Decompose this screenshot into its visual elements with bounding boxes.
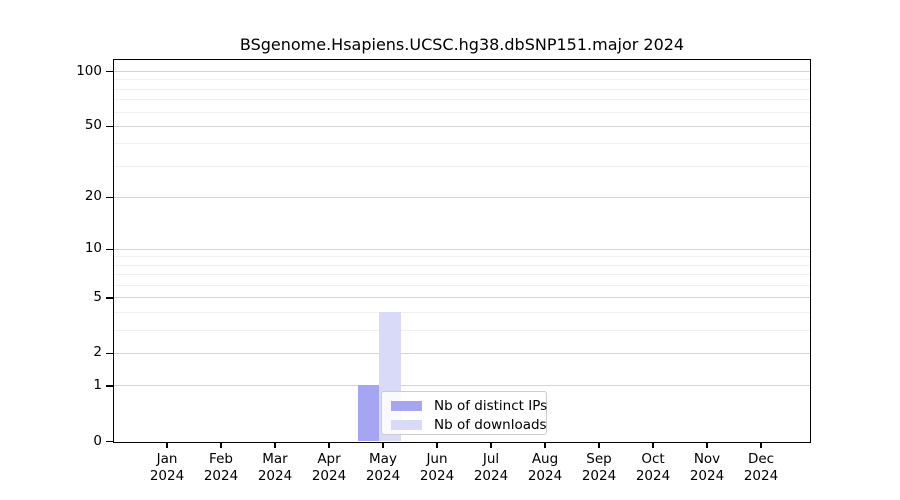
y-tick-label-100: 100 [76,62,102,79]
x-tick-label-may: May 2024 [356,451,410,484]
x-tick-label-year: 2024 [689,467,725,484]
minor-gridline-4 [113,312,810,313]
major-gridline-1 [113,385,810,387]
minor-gridline-80 [113,88,810,90]
minor-gridline-7 [113,274,810,276]
x-tick-label-month: Jan [156,451,178,467]
major-gridline-50 [113,125,810,127]
x-tick-label-year: 2024 [527,467,563,484]
x-tick-label-year: 2024 [419,467,455,484]
minor-gridline-70 [113,99,810,101]
y-tick-label-50: 50 [84,117,102,134]
minor-gridline-90 [113,79,810,81]
minor-gridline-9 [113,256,810,258]
x-tick-label-year: 2024 [311,467,347,484]
x-tick-label-oct: Oct 2024 [626,451,680,484]
x-tick-label-mar: Mar 2024 [248,451,302,484]
x-tick-label-month: Oct [641,451,665,467]
y-tick-mark-5 [105,297,113,299]
plot-area [112,59,811,443]
x-tick-mark-jan [166,441,168,448]
major-gridline-20 [113,196,810,198]
x-tick-label-month: Mar [262,451,288,467]
y-tick-label-20: 20 [84,188,102,205]
legend: Nb of distinct IPs Nb of downloads [381,391,547,435]
x-tick-label-month: Nov [693,451,721,467]
minor-gridline-8 [113,264,810,266]
x-tick-label-year: 2024 [203,467,239,484]
x-tick-label-aug: Aug 2024 [518,451,572,484]
y-tick-mark-0 [105,440,113,443]
x-tick-label-month: Sep [586,451,612,467]
x-tick-label-month: Apr [317,451,341,467]
x-tick-mark-feb [220,441,222,448]
minor-gridline-6 [113,285,810,287]
x-tick-label-year: 2024 [581,467,617,484]
x-tick-mark-jun [436,441,438,448]
x-tick-mark-jul [490,441,492,448]
y-tick-mark-1 [105,385,113,387]
x-tick-mark-oct [652,441,654,448]
x-tick-label-jul: Jul 2024 [464,451,518,484]
legend-swatch-nb-of-distinct-ips [391,401,422,411]
major-gridline-10 [113,248,810,250]
x-tick-label-dec: Dec 2024 [734,451,788,484]
legend-swatch-nb-of-downloads [391,420,422,430]
x-tick-label-jan: Jan 2024 [140,451,194,484]
x-tick-mark-nov [706,441,708,448]
x-tick-mark-sep [598,441,600,448]
y-tick-label-2: 2 [93,344,102,361]
x-tick-mark-apr [328,441,330,448]
legend-label-nb-of-distinct-ips: Nb of distinct IPs [434,398,548,414]
y-tick-mark-2 [105,352,113,355]
x-tick-label-month: Jul [482,451,500,467]
x-tick-label-month: May [369,451,397,467]
x-tick-label-sep: Sep 2024 [572,451,626,484]
legend-row-nb-of-distinct-ips: Nb of distinct IPs [391,398,547,414]
y-tick-mark-50 [105,125,113,128]
x-tick-label-nov: Nov 2024 [680,451,734,484]
chart-title: BSgenome.Hsapiens.UCSC.hg38.dbSNP151.maj… [239,35,685,54]
x-tick-label-feb: Feb 2024 [194,451,248,484]
y-tick-mark-20 [105,196,113,199]
x-tick-label-month: Feb [209,451,233,467]
x-tick-label-jun: Jun 2024 [410,451,464,484]
y-tick-mark-100 [105,70,113,73]
x-tick-label-year: 2024 [365,467,401,484]
x-tick-label-month: Jun [426,451,448,467]
x-tick-label-year: 2024 [149,467,185,484]
minor-gridline-30 [113,165,810,167]
x-tick-label-year: 2024 [743,467,779,484]
x-tick-label-month: Aug [531,451,559,467]
y-tick-mark-10 [105,248,113,251]
y-tick-label-10: 10 [84,240,102,257]
x-tick-label-year: 2024 [257,467,293,484]
major-gridline-5 [113,297,810,299]
legend-row-nb-of-downloads: Nb of downloads [391,417,547,433]
y-tick-label-0: 0 [93,432,102,449]
x-tick-label-month: Dec [747,451,775,467]
x-tick-label-year: 2024 [473,467,509,484]
x-tick-label-apr: Apr 2024 [302,451,356,484]
x-tick-mark-mar [274,441,276,448]
legend-label-nb-of-downloads: Nb of downloads [434,417,547,433]
major-gridline-2 [113,352,810,354]
x-tick-label-year: 2024 [635,467,671,484]
bar-nb-of-distinct-ips-may [357,385,379,441]
x-tick-mark-aug [544,441,546,448]
minor-gridline-3 [113,329,810,331]
minor-gridline-60 [113,111,810,113]
x-tick-mark-may [382,441,384,448]
y-tick-label-5: 5 [93,288,102,305]
y-tick-label-1: 1 [93,376,102,393]
major-gridline-100 [113,71,810,73]
x-tick-mark-dec [760,441,762,448]
minor-gridline-40 [113,143,810,145]
